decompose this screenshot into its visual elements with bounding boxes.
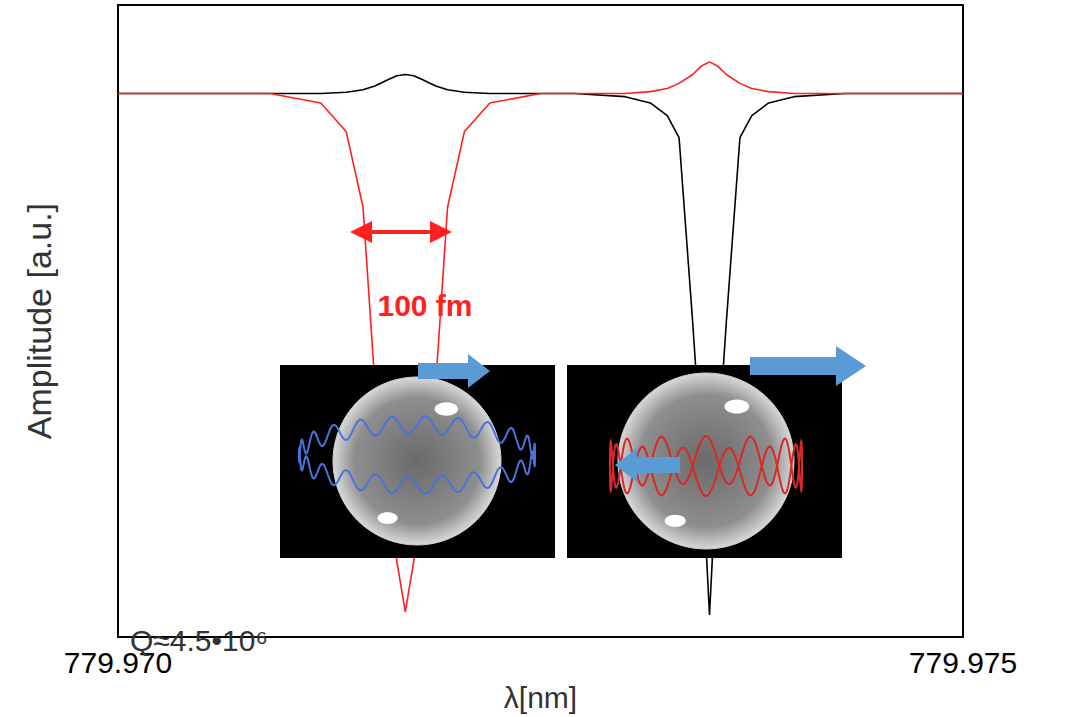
svg-text:100 fm: 100 fm	[377, 289, 472, 322]
svg-text:779.970: 779.970	[63, 645, 173, 679]
svg-text:Amplitude [a.u.]: Amplitude [a.u.]	[20, 203, 58, 439]
svg-text:779.975: 779.975	[909, 646, 1017, 679]
svg-text:Q≈4.5•10⁶: Q≈4.5•10⁶	[130, 624, 268, 657]
svg-text:λ[nm]: λ[nm]	[504, 681, 577, 714]
